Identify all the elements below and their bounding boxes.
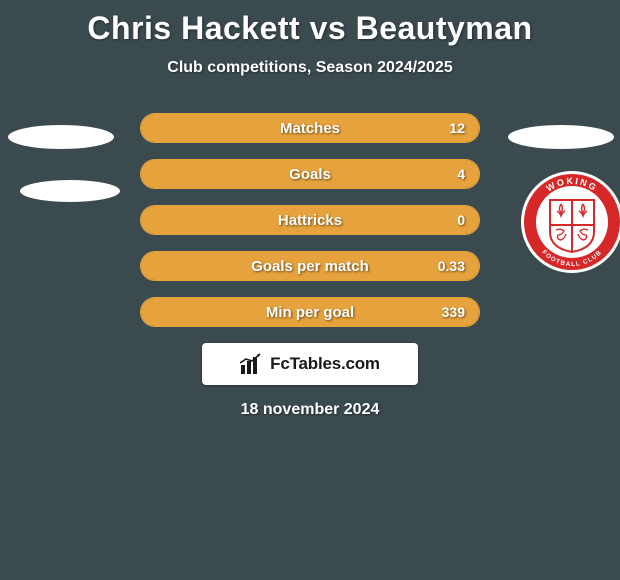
- stat-bar-label: Goals per match: [141, 252, 479, 280]
- bar-chart-icon: [240, 353, 264, 375]
- stat-bar: Matches12: [140, 113, 480, 143]
- stat-bar-value: 12: [449, 114, 465, 142]
- page-title: Chris Hackett vs Beautyman: [0, 0, 620, 47]
- stat-bar-label: Goals: [141, 160, 479, 188]
- stats-bar-list: Matches12 Goals4 Hattricks0 Goals per match…: [140, 113, 480, 327]
- stat-bar: Goals4: [140, 159, 480, 189]
- brand-text: FcTables.com: [270, 354, 380, 374]
- stat-bar: Hattricks0: [140, 205, 480, 235]
- stat-bar-label: Hattricks: [141, 206, 479, 234]
- stat-bar-value: 0.33: [438, 252, 465, 280]
- stat-bar: Min per goal339: [140, 297, 480, 327]
- decor-ellipse: [20, 180, 120, 202]
- stat-bar-label: Min per goal: [141, 298, 479, 326]
- comparison-card: { "header": { "title": "Chris Hackett vs…: [0, 0, 620, 580]
- club-crest: WOKING FOOTBALL CLUB: [520, 170, 620, 274]
- brand-box: FcTables.com: [202, 343, 418, 385]
- stat-bar-value: 339: [442, 298, 465, 326]
- decor-ellipse: [508, 125, 614, 149]
- stat-bar-value: 0: [457, 206, 465, 234]
- stat-bar: Goals per match0.33: [140, 251, 480, 281]
- stat-bar-value: 4: [457, 160, 465, 188]
- decor-ellipse: [8, 125, 114, 149]
- date-text: 18 november 2024: [0, 401, 620, 419]
- stat-bar-label: Matches: [141, 114, 479, 142]
- page-subtitle: Club competitions, Season 2024/2025: [0, 59, 620, 77]
